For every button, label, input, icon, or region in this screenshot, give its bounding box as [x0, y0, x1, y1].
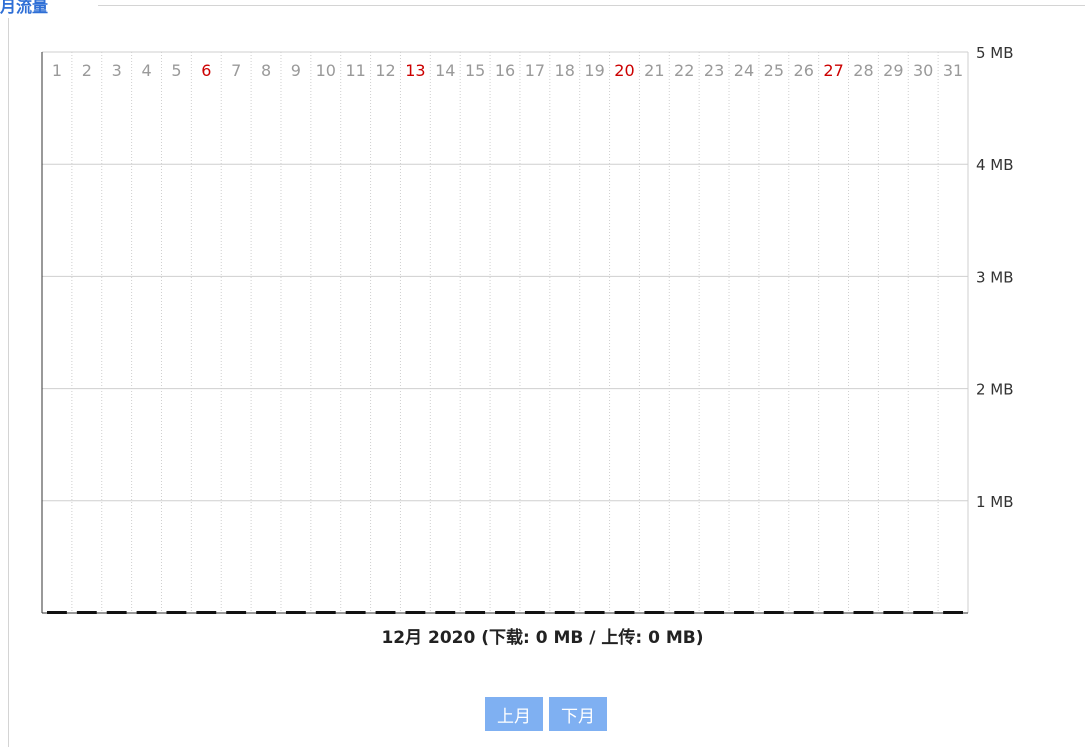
traffic-bar	[913, 611, 934, 614]
day-label: 14	[435, 61, 455, 80]
day-label: 8	[261, 61, 271, 80]
traffic-bar	[584, 611, 605, 614]
chart-caption: 12月 2020 (下载: 0 MB / 上传: 0 MB)	[381, 628, 704, 648]
day-label: 21	[644, 61, 664, 80]
day-label: 3	[112, 61, 122, 80]
day-label: 1	[52, 61, 62, 80]
day-label: 26	[794, 61, 814, 80]
traffic-bar	[136, 611, 157, 614]
panel-legend: 月流量	[0, 0, 49, 16]
traffic-bar	[226, 611, 247, 614]
month-navigation: 上月 下月	[485, 697, 607, 731]
y-tick-label: 5 MB	[976, 44, 1014, 62]
day-label: 9	[291, 61, 301, 80]
traffic-bar	[943, 611, 963, 614]
traffic-bar	[345, 611, 366, 614]
traffic-bar	[524, 611, 545, 614]
fieldset-border-left	[8, 18, 9, 747]
monthly-traffic-chart: 1 MB2 MB3 MB4 MB5 MB1 2 3 4 5 6 7 8 9 10 11 12 13 14 1…	[41, 44, 1014, 614]
traffic-bar	[315, 611, 336, 614]
traffic-bar	[883, 611, 904, 614]
traffic-bar	[704, 611, 725, 614]
traffic-bar	[435, 611, 456, 614]
traffic-bar	[554, 611, 575, 614]
traffic-bar	[256, 611, 276, 614]
day-label: 31	[943, 61, 963, 80]
traffic-bar	[823, 611, 844, 614]
next-month-button[interactable]: 下月	[549, 697, 607, 731]
traffic-bar	[853, 611, 874, 614]
traffic-bar	[405, 611, 426, 614]
day-label: 16	[495, 61, 515, 80]
y-tick-label: 1 MB	[976, 493, 1014, 511]
traffic-bar	[196, 611, 217, 614]
y-tick-label: 3 MB	[976, 268, 1014, 286]
day-label: 4	[141, 61, 151, 80]
day-label: 19	[584, 61, 604, 80]
day-label: 24	[734, 61, 754, 80]
traffic-bar	[106, 611, 127, 614]
traffic-bar	[495, 611, 515, 614]
traffic-bar	[375, 611, 396, 614]
day-label: 15	[465, 61, 485, 80]
day-label: 10	[316, 61, 336, 80]
day-label: 5	[171, 61, 181, 80]
day-label: 22	[674, 61, 694, 80]
day-label: 28	[853, 61, 873, 80]
traffic-bar	[166, 611, 187, 614]
y-tick-label: 4 MB	[976, 156, 1014, 174]
day-label: 29	[883, 61, 903, 80]
traffic-bar	[465, 611, 486, 614]
y-tick-label: 2 MB	[976, 381, 1014, 399]
day-label: 2	[82, 61, 92, 80]
day-label: 17	[525, 61, 545, 80]
day-label: 18	[555, 61, 575, 80]
traffic-bar	[285, 611, 306, 614]
day-label: 20	[614, 61, 634, 80]
day-label: 12	[375, 61, 395, 80]
day-label: 13	[405, 61, 425, 80]
day-label: 7	[231, 61, 241, 80]
fieldset-border-top	[98, 5, 1085, 6]
day-label: 30	[913, 61, 933, 80]
day-label: 25	[764, 61, 784, 80]
day-label: 6	[201, 61, 211, 80]
traffic-bar	[763, 611, 784, 614]
day-label: 27	[823, 61, 843, 80]
traffic-bar	[734, 611, 754, 614]
day-label: 11	[345, 61, 365, 80]
traffic-bar	[76, 611, 97, 614]
traffic-bar	[47, 611, 67, 614]
day-label: 23	[704, 61, 724, 80]
traffic-bar	[644, 611, 665, 614]
prev-month-button[interactable]: 上月	[485, 697, 543, 731]
traffic-bar	[793, 611, 814, 614]
traffic-bar	[614, 611, 635, 614]
traffic-bar	[674, 611, 695, 614]
